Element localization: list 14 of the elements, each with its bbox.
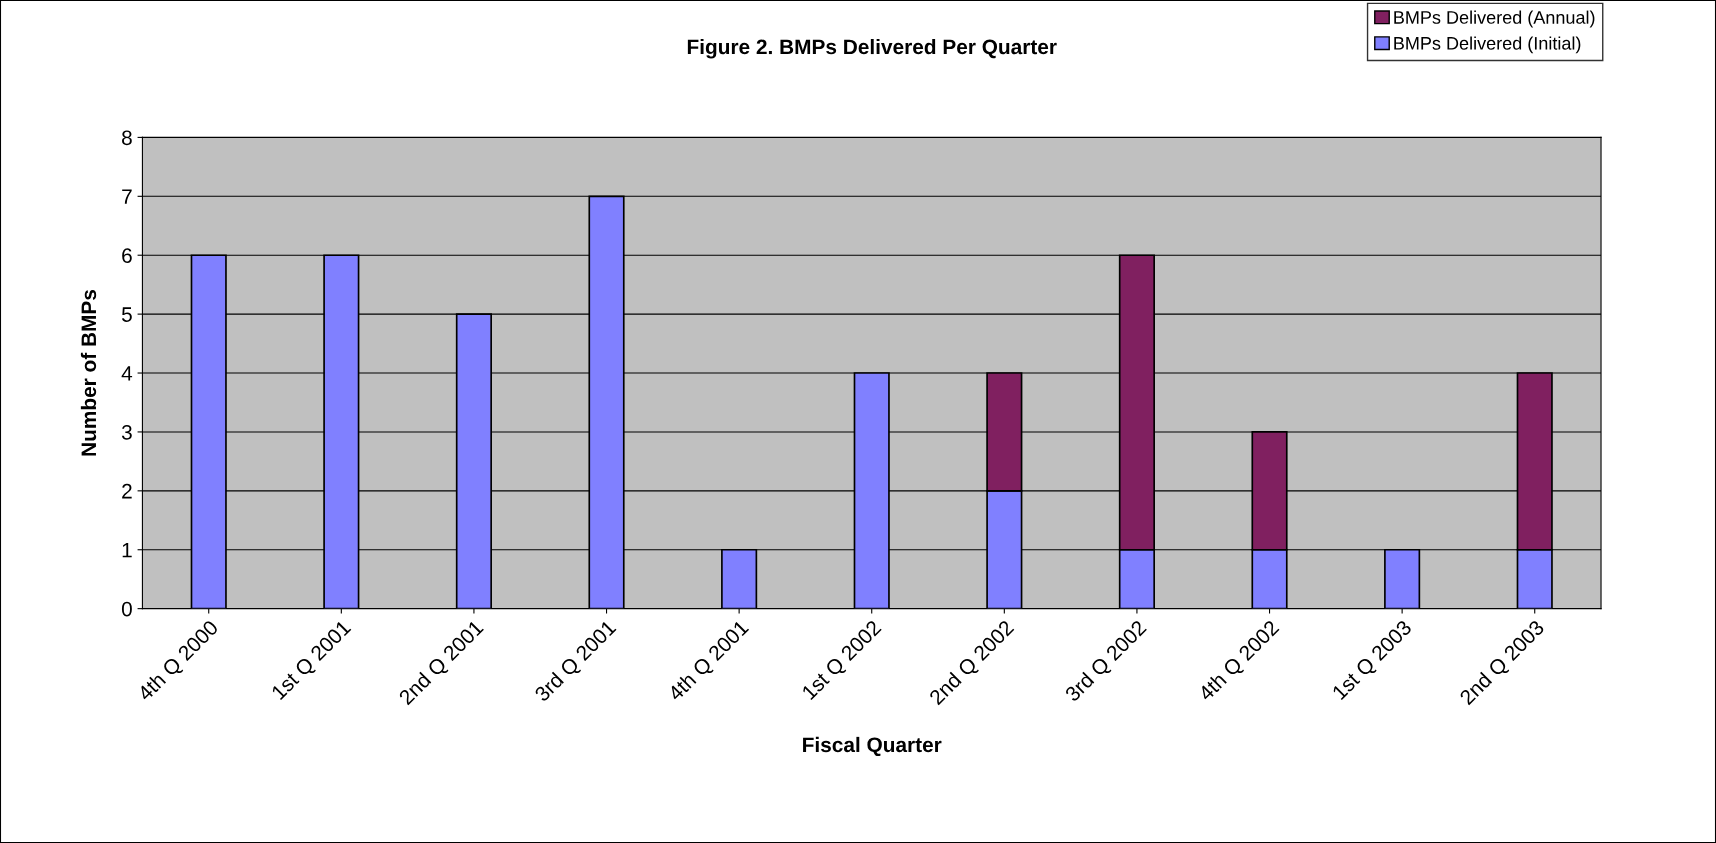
y-tick-label: 1 [122, 542, 132, 558]
y-tick-label: 8 [122, 130, 132, 146]
y-tick-label: 0 [121, 601, 132, 617]
y-tick-label: 3 [121, 424, 132, 440]
legend-label: BMPs Delivered (Initial) [1394, 36, 1581, 54]
y-tick-label: 5 [121, 307, 132, 322]
y-tick-label: 6 [122, 248, 132, 263]
x-axis-title: Fiscal Quarter [803, 736, 942, 757]
y-tick-label: 4 [121, 366, 133, 381]
y-tick-label: 2 [122, 483, 132, 499]
y-tick-label: 7 [122, 189, 132, 204]
legend-label: BMPs Delivered (Annual) [1394, 10, 1595, 28]
chart-title: Figure 2. BMPs Delivered Per Quarter [687, 38, 1057, 59]
y-axis-title: Number of BMPs [80, 289, 97, 456]
